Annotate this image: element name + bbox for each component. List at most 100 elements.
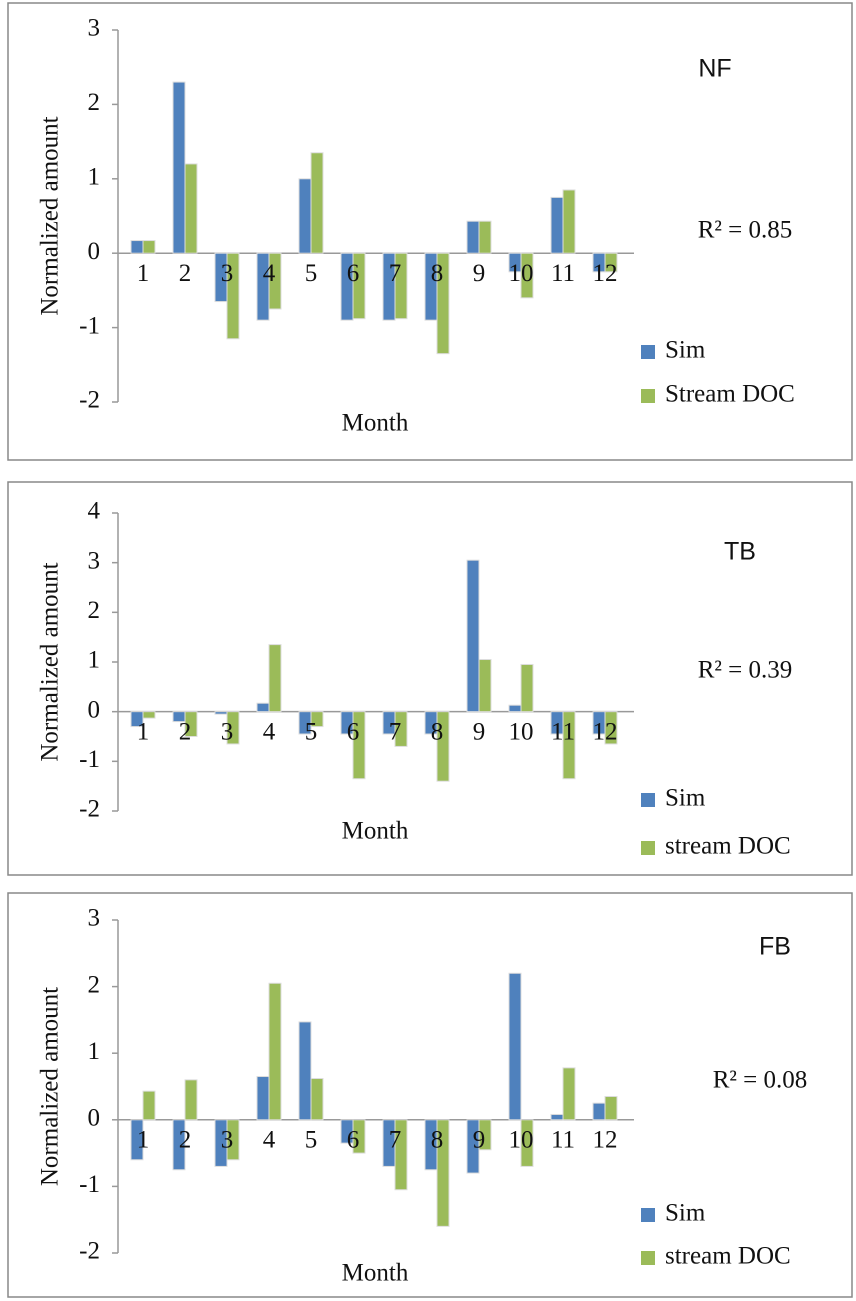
- y-tick-label: 3: [88, 547, 101, 574]
- r-squared-annotation: R² = 0.85: [698, 217, 793, 244]
- r-squared-annotation: R² = 0.08: [713, 1067, 808, 1094]
- bar: [142, 240, 156, 254]
- y-tick-label: 2: [88, 89, 101, 116]
- legend-label: Sim: [665, 785, 706, 812]
- bar: [394, 1119, 408, 1191]
- bar: [130, 240, 144, 254]
- legend-label: Sim: [665, 1200, 706, 1227]
- y-axis-label: Normalized amount: [37, 987, 64, 1186]
- legend-label: stream DOC: [665, 1243, 791, 1270]
- panel-border: [7, 892, 853, 1298]
- bar: [130, 1119, 144, 1161]
- x-tick-label: 7: [389, 718, 402, 745]
- y-tick-label: 1: [88, 1038, 101, 1065]
- bar: [310, 1078, 324, 1121]
- x-tick-label: 6: [347, 718, 360, 745]
- bar: [226, 711, 240, 745]
- bar: [184, 1079, 198, 1121]
- legend-swatch: [641, 1208, 655, 1222]
- y-tick-label: 2: [88, 597, 101, 624]
- bar: [436, 1119, 450, 1227]
- x-tick-label: 7: [389, 260, 402, 287]
- y-tick-label: 1: [88, 164, 101, 191]
- bar: [226, 1119, 240, 1161]
- legend-swatch: [641, 389, 655, 403]
- legend-swatch: [641, 841, 655, 855]
- x-tick-label: 6: [347, 260, 360, 287]
- bar: [184, 711, 198, 738]
- bar: [268, 982, 282, 1121]
- legend-label: Sim: [665, 337, 706, 364]
- y-axis-label: Normalized amount: [37, 116, 64, 315]
- bar: [436, 711, 450, 782]
- chart-title: TB: [724, 538, 756, 566]
- x-tick-label: 10: [509, 260, 534, 287]
- bar: [604, 711, 618, 745]
- x-tick-label: 8: [431, 260, 444, 287]
- bar: [394, 711, 408, 747]
- x-tick-label: 12: [593, 260, 618, 287]
- y-tick-label: -1: [79, 312, 100, 339]
- y-tick-label: -1: [79, 746, 100, 773]
- bar: [562, 1067, 576, 1121]
- y-tick-label: -2: [79, 387, 100, 414]
- y-tick-label: 0: [88, 238, 101, 265]
- y-tick-label: 4: [88, 498, 101, 525]
- x-tick-label: 9: [473, 718, 486, 745]
- bar: [184, 163, 198, 254]
- bar: [142, 711, 156, 719]
- y-tick-label: -2: [79, 1238, 100, 1265]
- x-tick-label: 1: [137, 1127, 150, 1154]
- legend-swatch: [641, 1251, 655, 1265]
- bar: [592, 1102, 606, 1121]
- bar: [142, 1090, 156, 1121]
- x-tick-label: 2: [179, 1127, 192, 1154]
- legend-label: stream DOC: [665, 833, 791, 860]
- bar: [352, 711, 366, 780]
- bar: [520, 663, 534, 713]
- x-tick-label: 1: [137, 718, 150, 745]
- x-tick-label: 12: [593, 1127, 618, 1154]
- bar: [520, 252, 534, 299]
- bar: [562, 189, 576, 254]
- bar: [478, 1119, 492, 1151]
- bar: [604, 252, 618, 273]
- y-tick-label: 3: [88, 15, 101, 42]
- bar: [172, 81, 186, 254]
- x-tick-label: 4: [263, 1127, 276, 1154]
- x-tick-label: 10: [509, 1127, 534, 1154]
- x-tick-label: 5: [305, 718, 318, 745]
- bar: [268, 252, 282, 310]
- bar: [394, 252, 408, 320]
- y-tick-label: -1: [79, 1171, 100, 1198]
- x-tick-label: 1: [137, 260, 150, 287]
- bar: [256, 702, 270, 713]
- chart-title: FB: [759, 933, 791, 961]
- bar: [214, 711, 228, 715]
- x-tick-label: 8: [431, 1127, 444, 1154]
- panel-border: [7, 481, 853, 876]
- legend-swatch: [641, 345, 655, 359]
- y-tick-label: 2: [88, 971, 101, 998]
- x-tick-label: 3: [221, 718, 234, 745]
- x-tick-label: 6: [347, 1127, 360, 1154]
- bar: [310, 711, 324, 728]
- x-tick-label: 8: [431, 718, 444, 745]
- bar: [508, 972, 522, 1121]
- x-axis-label: Month: [342, 1260, 409, 1287]
- bar: [466, 220, 480, 254]
- bar: [562, 711, 576, 780]
- x-tick-label: 5: [305, 1127, 318, 1154]
- x-tick-label: 4: [263, 260, 276, 287]
- bar: [298, 1021, 312, 1121]
- legend-swatch: [641, 793, 655, 807]
- x-tick-label: 3: [221, 1127, 234, 1154]
- bar: [604, 1095, 618, 1121]
- x-tick-label: 9: [473, 1127, 486, 1154]
- x-axis-label: Month: [342, 818, 409, 845]
- bar: [310, 152, 324, 254]
- x-tick-label: 2: [179, 718, 192, 745]
